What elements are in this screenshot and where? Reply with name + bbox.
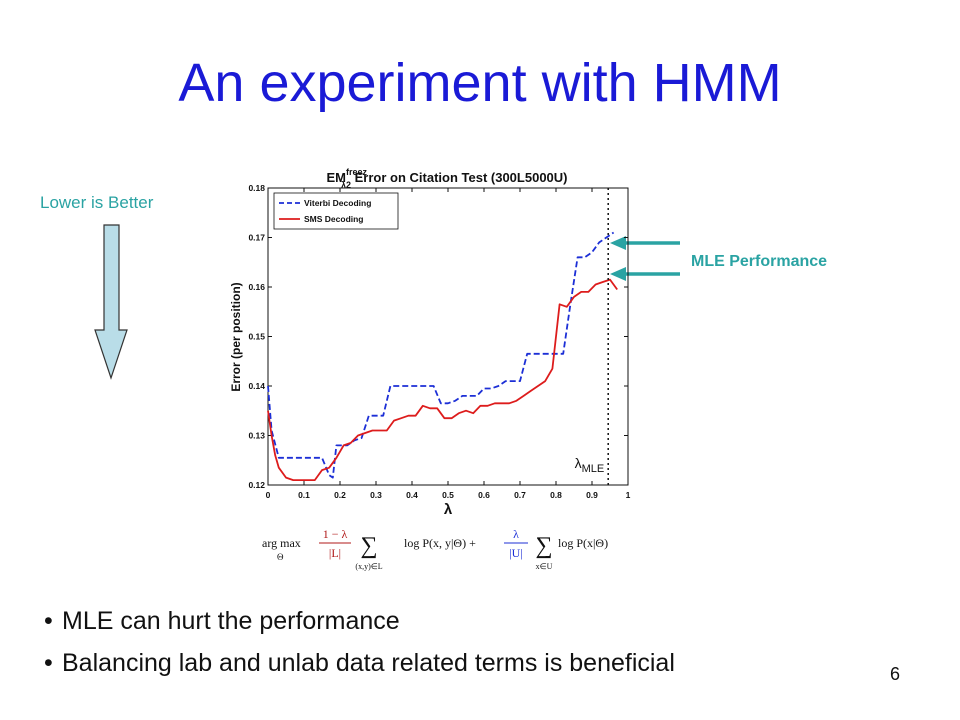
formula-frac2-den: |U| xyxy=(509,546,522,560)
slide-title: An experiment with HMM xyxy=(178,53,782,113)
x-tick-label: 0 xyxy=(266,490,271,500)
mle-arrows xyxy=(610,236,680,281)
formula-frac1-num: 1 − λ xyxy=(323,527,348,541)
x-tick-label: 0.9 xyxy=(586,490,598,500)
series-line-sms xyxy=(267,278,618,482)
bullet-text: Balancing lab and unlab data related ter… xyxy=(62,649,675,677)
chart-title-rest: Error on Citation Test (300L5000U) xyxy=(351,170,567,185)
x-tick-label: 0.3 xyxy=(370,490,382,500)
legend-label-viterbi: Viterbi Decoding xyxy=(304,198,371,208)
y-axis-label: Error (per position) xyxy=(229,282,243,391)
mle-marker-lambda: λ xyxy=(575,455,582,471)
x-tick-label: 0.6 xyxy=(478,490,490,500)
x-axis-label: λ xyxy=(444,501,453,518)
y-tick-label: 0.15 xyxy=(248,332,265,342)
series-line-viterbi xyxy=(267,231,615,479)
chart-title-sub: λ2 xyxy=(341,180,351,190)
lower-is-better-label: Lower is Better xyxy=(40,193,154,212)
chart-title-prefix: EM xyxy=(326,170,346,185)
chart-title: EMfreez λ2 Error on Citation Test (300L50… xyxy=(326,167,567,190)
formula-sum1-icon: ∑ xyxy=(360,533,377,559)
formula-argmax: arg max xyxy=(262,536,301,550)
x-tick-label: 0.2 xyxy=(334,490,346,500)
series-layer xyxy=(267,231,618,482)
mle-arrow-sms-head-icon xyxy=(610,267,626,281)
x-tick-label: 0.1 xyxy=(298,490,310,500)
legend-box xyxy=(273,192,399,230)
x-ticks: 0 0.1 0.2 0.3 0.4 0.5 0.6 0.7 0.8 0.9 1 xyxy=(266,188,631,500)
down-arrow-icon xyxy=(94,224,128,380)
y-tick-label: 0.16 xyxy=(248,282,265,292)
formula-term1: log P(x, y|Θ) + xyxy=(404,536,476,550)
bullet-text: MLE can hurt the performance xyxy=(62,607,400,635)
mle-performance-label: MLE Performance xyxy=(691,253,828,270)
x-tick-label: 0.7 xyxy=(514,490,526,500)
legend-label-sms: SMS Decoding xyxy=(304,214,364,224)
y-tick-label: 0.13 xyxy=(248,431,265,441)
page-number: 6 xyxy=(890,664,901,684)
chart: EMfreez λ2 Error on Citation Test (300L50… xyxy=(229,167,631,518)
legend: Viterbi Decoding SMS Decoding xyxy=(273,192,399,230)
objective-formula: arg max Θ 1 − λ |L| ∑ (x,y)∈L log P(x, y… xyxy=(262,527,608,571)
chart-title-sup: freez xyxy=(346,167,368,177)
y-tick-label: 0.12 xyxy=(248,480,265,490)
x-tick-label: 0.8 xyxy=(550,490,562,500)
formula-sum1-sub: (x,y)∈L xyxy=(355,562,382,571)
bullet-dot-icon: • xyxy=(44,607,53,635)
formula-sum2-sub: x∈U xyxy=(536,562,553,571)
bullet-list: • MLE can hurt the performance • Balancing… xyxy=(44,600,904,684)
y-tick-label: 0.17 xyxy=(248,233,265,243)
formula-sum2-icon: ∑ xyxy=(535,533,552,559)
mle-marker-sub: MLE xyxy=(582,463,605,475)
x-tick-label: 0.4 xyxy=(406,490,418,500)
formula-term2: log P(x|Θ) xyxy=(558,536,608,550)
bullet-item: • MLE can hurt the performance xyxy=(44,600,904,642)
y-tick-label: 0.14 xyxy=(248,381,265,391)
formula-frac2-num: λ xyxy=(513,527,519,541)
x-tick-label: 0.5 xyxy=(442,490,454,500)
y-tick-label: 0.18 xyxy=(248,183,265,193)
mle-arrow-viterbi-head-icon xyxy=(610,236,626,250)
mle-marker-label: λMLE xyxy=(575,455,605,475)
bullet-dot-icon: • xyxy=(44,649,53,677)
bullet-item: • Balancing lab and unlab data related te… xyxy=(44,642,904,684)
formula-theta: Θ xyxy=(277,552,284,562)
plot-frame xyxy=(267,187,629,486)
x-tick-label: 1 xyxy=(626,490,631,500)
formula-frac1-den: |L| xyxy=(329,546,341,560)
